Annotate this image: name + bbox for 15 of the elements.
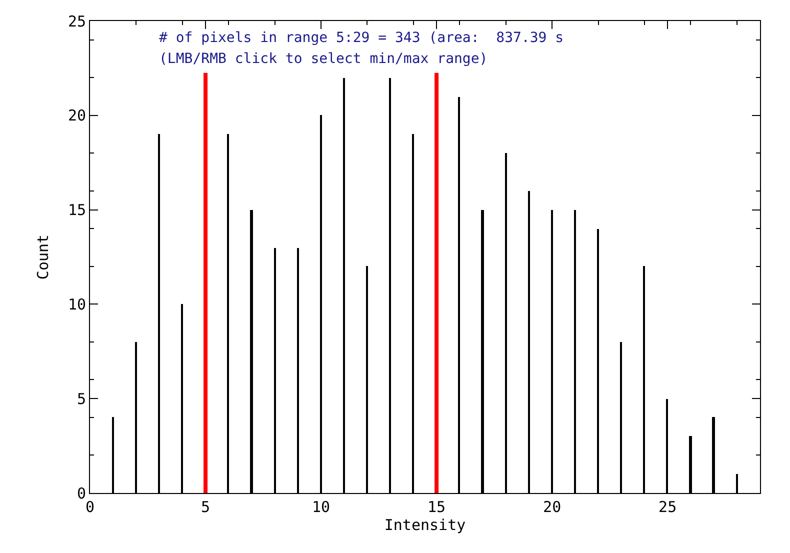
x-axis-title: Intensity [384, 516, 466, 534]
x-tick-label: 25 [658, 498, 677, 516]
y-tick-label: 25 [68, 12, 86, 30]
x-tick-label: 10 [312, 498, 330, 516]
x-tick-label: 20 [543, 498, 562, 516]
y-tick-label: 10 [68, 295, 86, 314]
y-tick-label: 0 [76, 484, 86, 502]
annotation: (LMB/RMB click to select min/max range) [159, 51, 488, 67]
y-axis-title: Count [34, 234, 52, 280]
annotation: # of pixels in range 5:29 = 343 (area: 837.39 s [159, 30, 564, 46]
x-tick-label: 15 [428, 498, 446, 516]
y-tick-label: 20 [68, 106, 86, 125]
x-tick-label: 5 [201, 498, 210, 516]
y-tick-label: 5 [76, 390, 86, 408]
y-tick-label: 15 [68, 201, 86, 220]
